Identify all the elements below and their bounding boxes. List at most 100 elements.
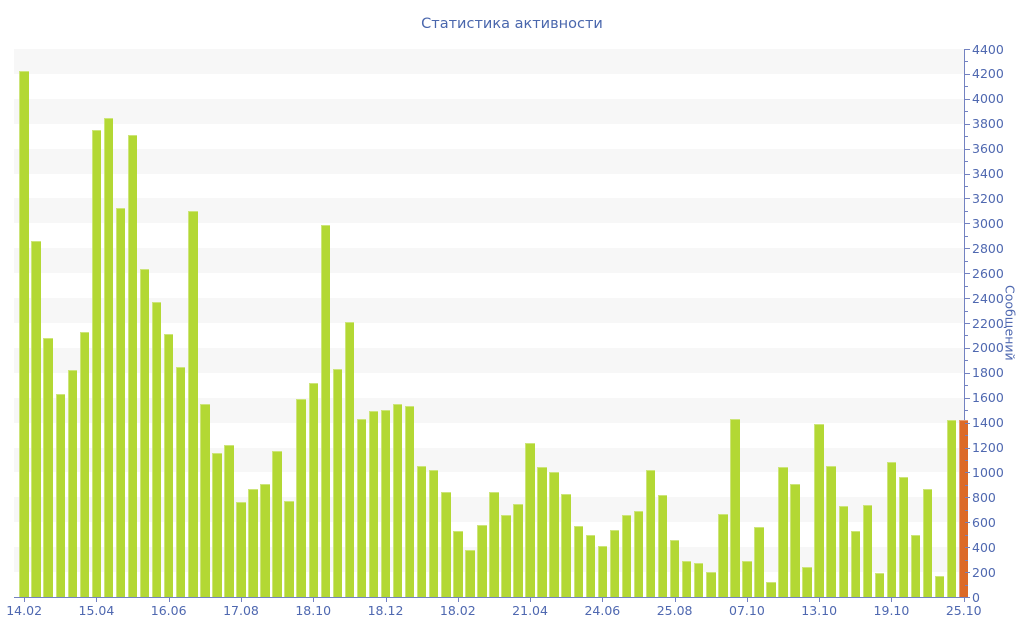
bar[interactable] (958, 420, 969, 597)
y-axis-tick (965, 273, 970, 275)
bar[interactable] (67, 370, 78, 597)
bar[interactable] (862, 504, 873, 597)
bar[interactable] (910, 534, 921, 597)
bar[interactable] (441, 492, 451, 597)
bar[interactable] (561, 493, 571, 597)
bar[interactable] (212, 452, 222, 597)
bar[interactable] (103, 117, 114, 597)
y-axis-tick (965, 435, 968, 437)
bar[interactable] (272, 451, 282, 597)
bar[interactable] (814, 423, 824, 597)
bar[interactable] (380, 410, 391, 597)
bar[interactable] (501, 514, 511, 597)
bar[interactable] (368, 411, 379, 597)
bar[interactable] (537, 467, 547, 597)
bar[interactable] (296, 398, 306, 597)
bar[interactable] (477, 524, 487, 597)
bar[interactable] (175, 366, 186, 597)
bar[interactable] (934, 575, 945, 597)
y-axis-tick (965, 335, 968, 337)
y-axis-tick (965, 98, 970, 100)
chart-title: Статистика активности (421, 16, 603, 32)
x-tick-label: 24.06 (584, 603, 621, 618)
bar[interactable] (404, 406, 415, 597)
bar[interactable] (188, 210, 198, 597)
bar[interactable] (657, 494, 668, 597)
bar[interactable] (645, 469, 656, 597)
bar[interactable] (79, 331, 90, 597)
bar[interactable] (200, 403, 210, 597)
bar[interactable] (549, 472, 559, 597)
bar[interactable] (633, 511, 644, 597)
bar[interactable] (609, 529, 620, 597)
y-axis-tick (965, 260, 968, 262)
bar[interactable] (236, 502, 246, 597)
bar[interactable] (43, 337, 53, 597)
bar[interactable] (344, 321, 355, 597)
bar[interactable] (874, 572, 885, 597)
bar[interactable] (392, 403, 403, 597)
x-tick-label: 15.04 (78, 603, 115, 618)
bar[interactable] (754, 527, 764, 597)
y-axis-tick (965, 410, 968, 412)
bar[interactable] (525, 442, 535, 597)
bar[interactable] (669, 539, 680, 597)
bar[interactable] (597, 545, 608, 597)
bar[interactable] (886, 462, 897, 597)
bar[interactable] (946, 420, 957, 597)
bar[interactable] (730, 418, 740, 597)
bar[interactable] (742, 560, 752, 597)
bar[interactable] (681, 560, 692, 597)
bar[interactable] (332, 369, 343, 597)
bar[interactable] (706, 572, 716, 597)
bar[interactable] (224, 445, 234, 597)
bar[interactable] (922, 488, 933, 597)
bar[interactable] (31, 240, 41, 597)
bar[interactable] (838, 506, 849, 597)
y-axis-tick (965, 597, 970, 598)
bar[interactable] (802, 567, 812, 597)
bar[interactable] (513, 503, 523, 597)
bar[interactable] (163, 334, 174, 597)
bar[interactable] (91, 129, 102, 597)
y-tick-label: 3000 (972, 215, 1004, 231)
background-stripe (14, 49, 964, 74)
bar[interactable] (718, 513, 728, 597)
y-axis-tick (965, 86, 968, 88)
bar[interactable] (115, 208, 126, 597)
bar[interactable] (790, 483, 800, 597)
bar[interactable] (320, 224, 331, 597)
bar[interactable] (356, 418, 367, 597)
bar[interactable] (465, 549, 475, 597)
bar[interactable] (416, 466, 427, 597)
bar[interactable] (308, 382, 318, 597)
x-axis-tick (530, 598, 532, 602)
bar[interactable] (850, 530, 861, 597)
y-axis-title: Сообщений (1002, 285, 1018, 361)
bar[interactable] (826, 466, 836, 597)
bar[interactable] (573, 526, 584, 597)
bar[interactable] (139, 269, 150, 597)
bar[interactable] (19, 71, 29, 597)
bar[interactable] (55, 393, 66, 597)
bar[interactable] (453, 530, 463, 597)
bar[interactable] (260, 483, 270, 597)
bar[interactable] (151, 301, 162, 597)
x-tick-label: 18.12 (367, 603, 404, 618)
bar[interactable] (284, 501, 294, 597)
y-axis-tick (965, 136, 968, 138)
bar[interactable] (127, 134, 138, 597)
y-axis-tick (965, 161, 968, 163)
bar[interactable] (621, 514, 632, 597)
y-tick-label: 1600 (972, 390, 1004, 406)
bar[interactable] (898, 477, 909, 597)
bar[interactable] (428, 469, 439, 597)
bar[interactable] (489, 492, 499, 597)
bar[interactable] (585, 534, 596, 597)
bar[interactable] (766, 582, 776, 597)
y-axis-tick (965, 484, 968, 486)
bar[interactable] (778, 467, 788, 597)
bar[interactable] (248, 488, 258, 597)
background-stripe (14, 98, 964, 124)
bar[interactable] (693, 563, 704, 597)
